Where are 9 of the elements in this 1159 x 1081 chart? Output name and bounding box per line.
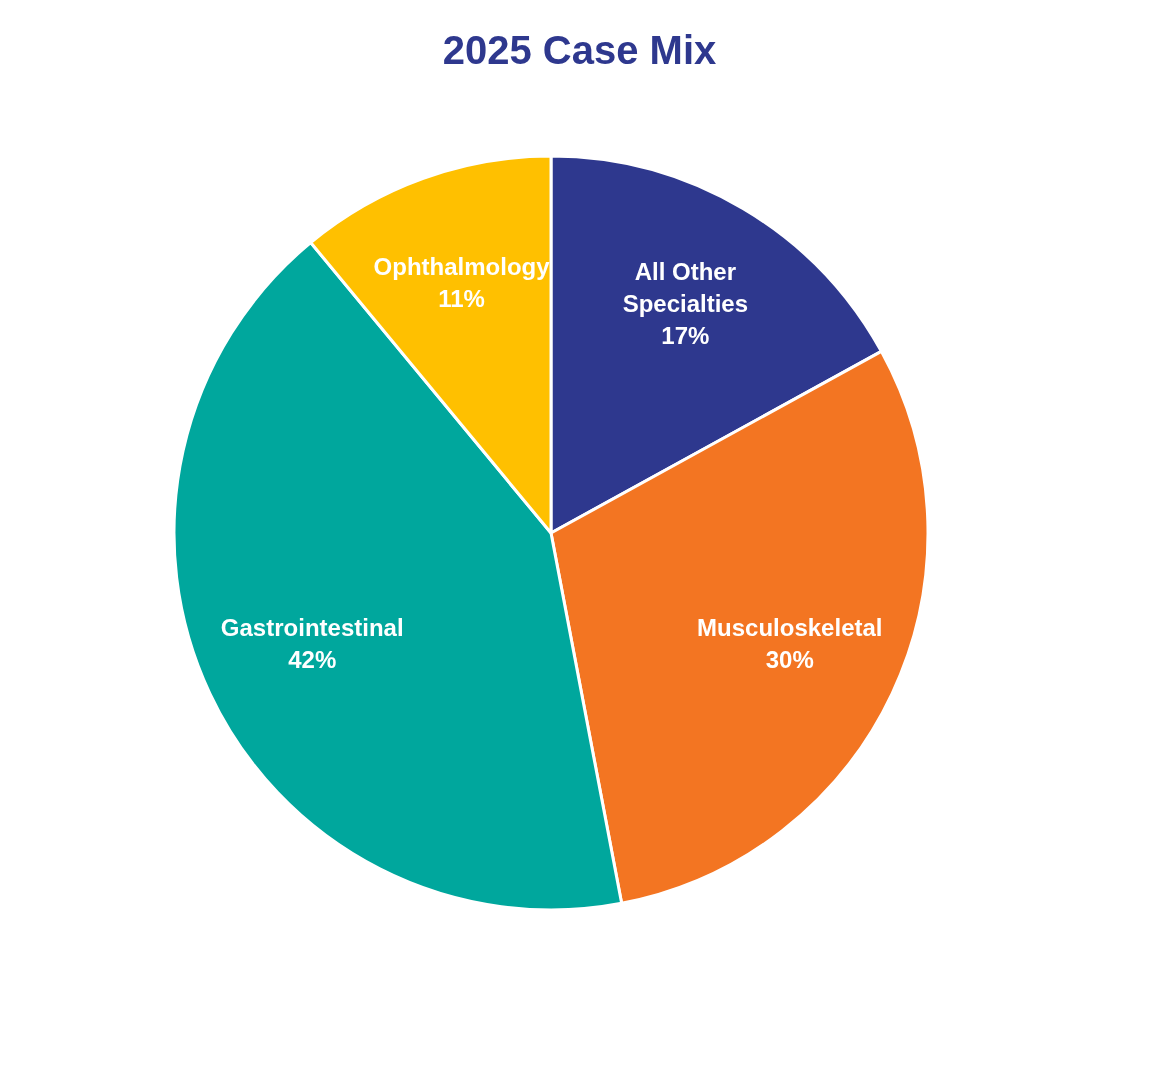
chart-title: 2025 Case Mix (441, 27, 718, 73)
data-label: 17% (661, 322, 710, 350)
slice-label: Musculoskeletal (697, 613, 883, 641)
data-label: 42% (288, 645, 337, 673)
data-label: 30% (765, 645, 814, 673)
slice-label: Ophthalmology (373, 253, 551, 281)
slice-label: All Other Specialties (622, 258, 749, 318)
data-label: 11% (438, 285, 485, 313)
slice-label: Gastrointestinal (220, 613, 404, 641)
